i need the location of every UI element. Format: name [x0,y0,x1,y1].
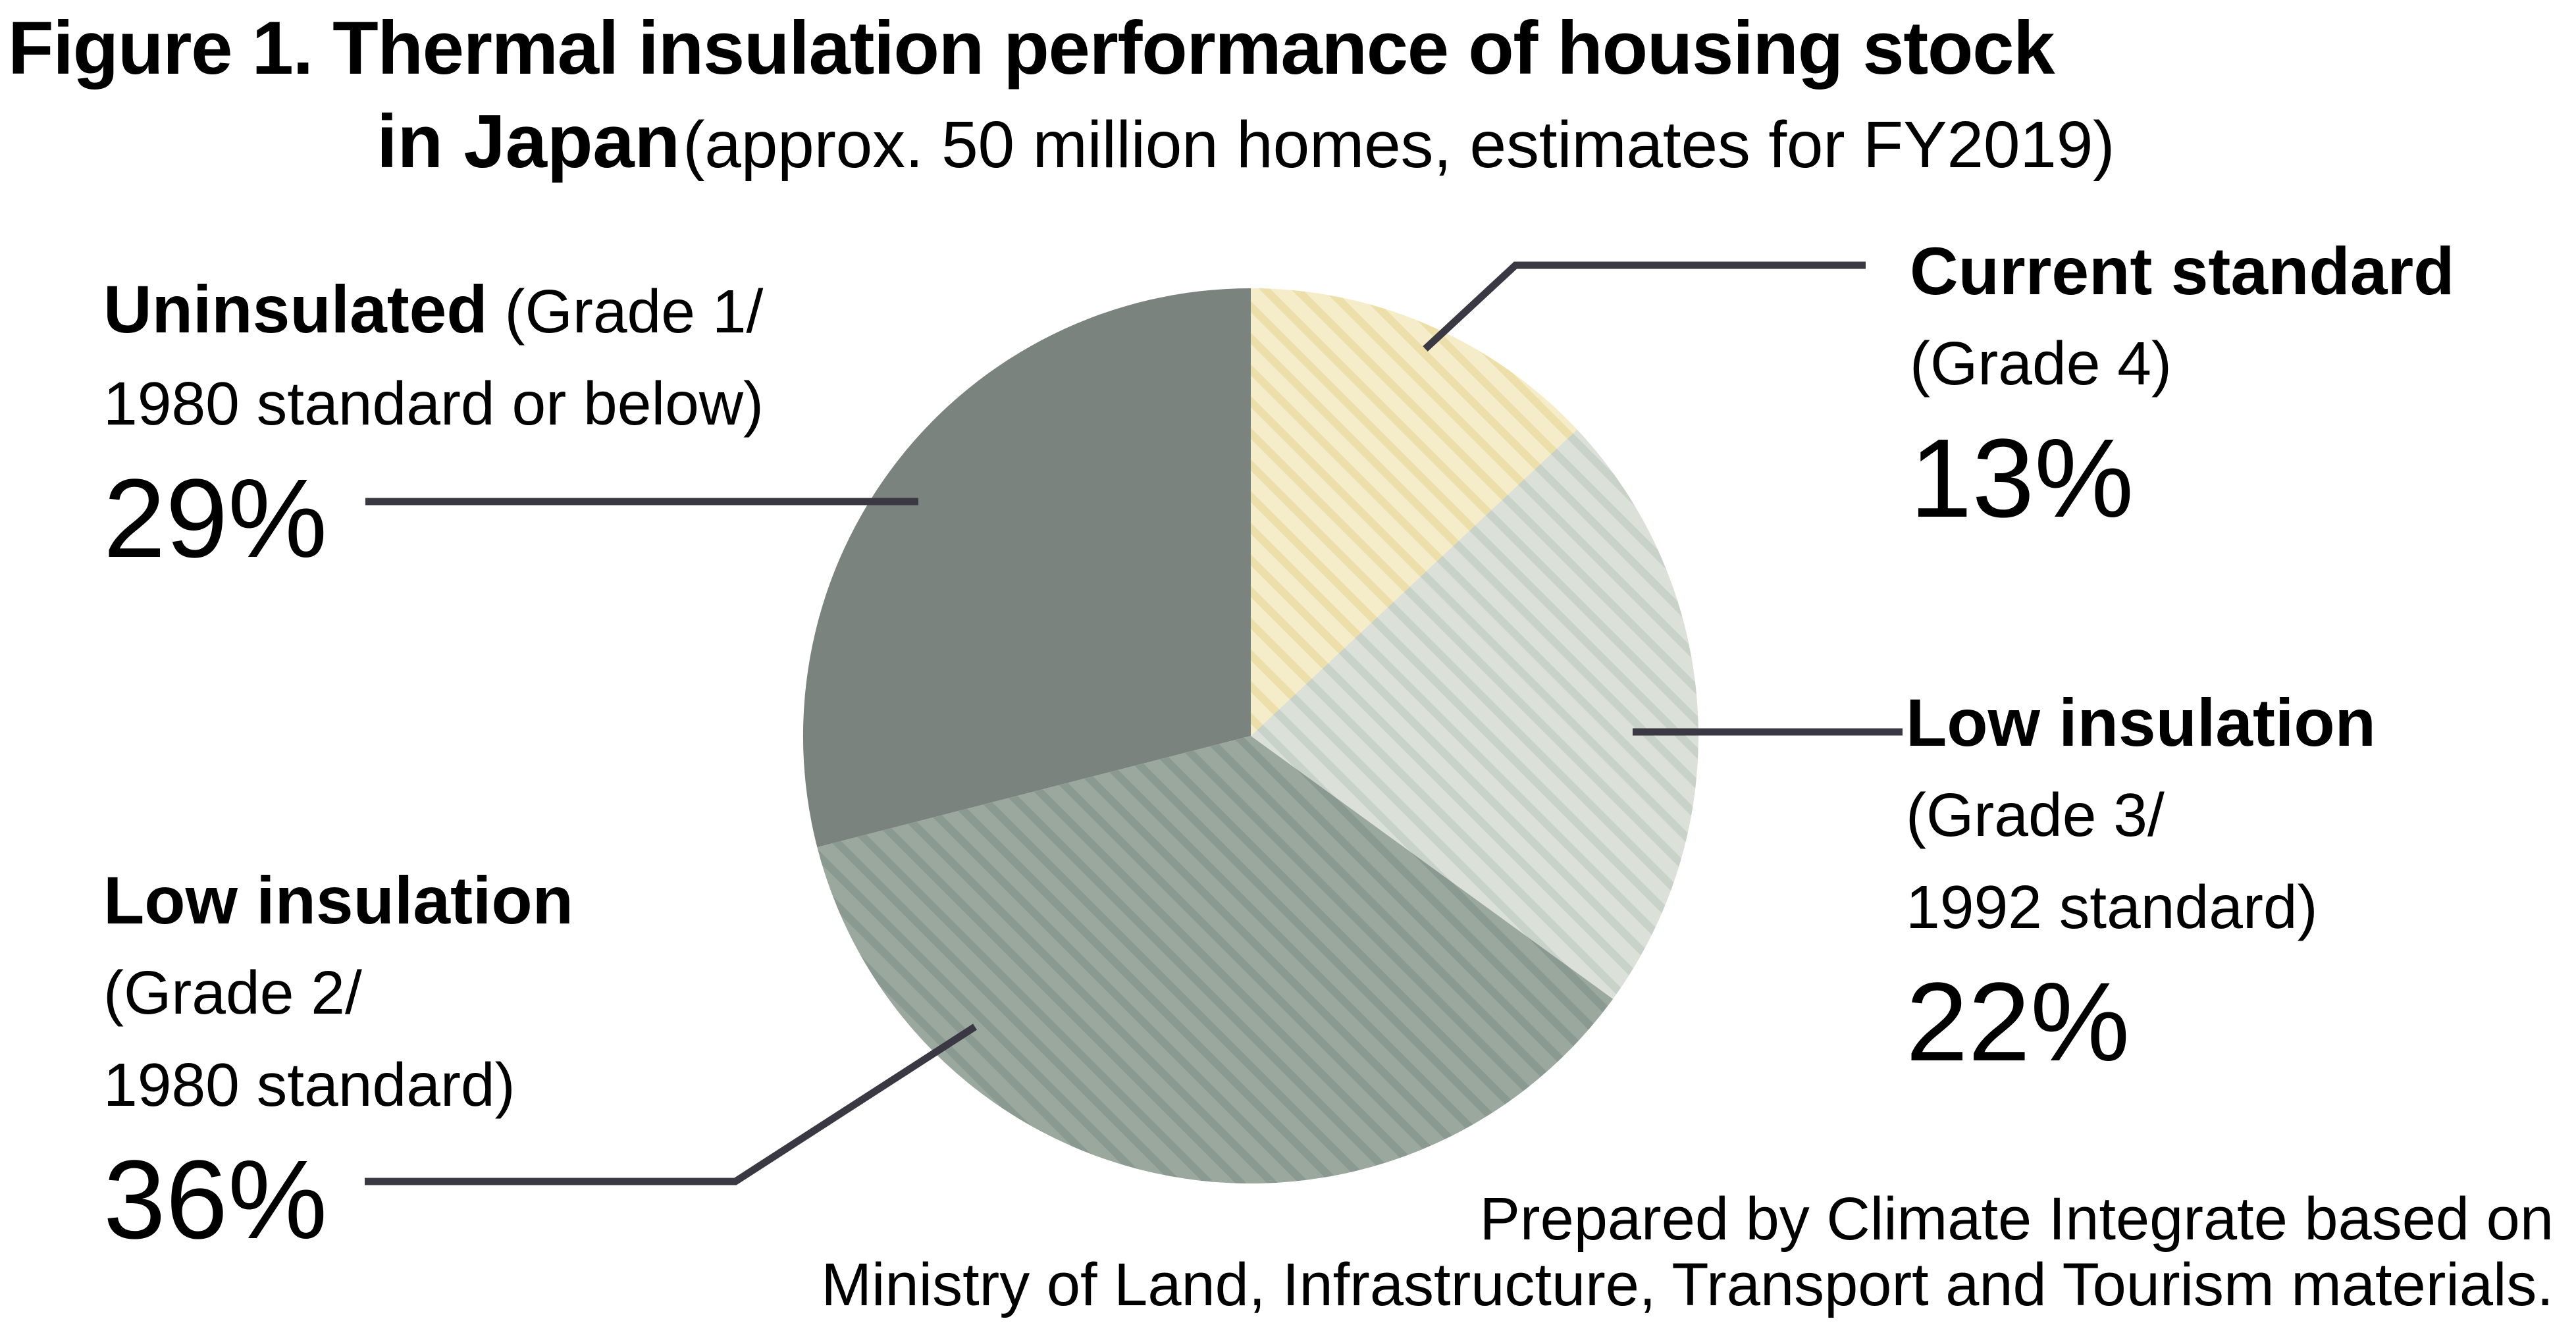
source-credit-line2: Ministry of Land, Infrastructure, Transp… [821,1251,2554,1318]
pie-slice-low-insulation-grade2-36pct [817,736,1614,1184]
callout-current-standard: Current standard (Grade 4) 13% [1910,225,2454,544]
callout-uninsulated-line2: 1980 standard or below) [103,369,764,438]
callout-uninsulated-grade: (Grade 1/ [487,277,764,346]
callout-low-grade3-name: Low insulation [1906,685,2376,760]
figure-title-line2: in Japan (approx. 50 million homes, esti… [377,96,2115,211]
callout-current-grade: (Grade 4) [1910,329,2172,398]
callout-uninsulated-line1: Uninsulated (Grade 1/ [103,263,764,357]
source-credit-line1: Prepared by Climate Integrate based on [1479,1185,2554,1253]
pie-slice-uninsulated-29pct [802,288,1251,848]
callout-low-grade2-line3: 1980 standard) [103,1051,515,1119]
callout-current-value: 13% [1910,416,2134,541]
callout-uninsulated-name: Uninsulated [103,272,488,347]
callout-low-grade3-line3: 1992 standard) [1906,873,2318,941]
source-credit: Prepared by Climate Integrate based on M… [821,1186,2554,1318]
callout-low-insulation-grade2: Low insulation (Grade 2/ 1980 standard) … [103,854,573,1265]
figure-title-line2-bold: in Japan [377,100,680,184]
figure-title-line1: Figure 1. Thermal insulation performance… [8,7,2055,90]
figure-title-line2-note: (approx. 50 million homes, estimates for… [683,108,2115,182]
callout-low-grade2-line2: (Grade 2/ [103,958,362,1027]
callout-low-grade2-value: 36% [103,1137,328,1262]
callout-uninsulated: Uninsulated (Grade 1/ 1980 standard or b… [103,263,764,584]
callout-low-insulation-grade3: Low insulation (Grade 3/ 1992 standard) … [1906,677,2376,1087]
leader-line-current-standard-13pct [1423,261,1866,352]
callout-uninsulated-value: 29% [103,456,328,581]
pie-slice-low-insulation-grade3-22pct [1251,429,1698,999]
callout-low-grade2-name: Low insulation [103,863,573,938]
leader-line-low-insulation-grade2-36pct [365,1024,977,1185]
callout-low-grade3-value: 22% [1906,960,2130,1085]
pie-slice-current-standard-13pct [1251,288,1577,736]
callout-low-grade3-line2: (Grade 3/ [1906,781,2165,849]
callout-current-name: Current standard [1910,234,2455,309]
